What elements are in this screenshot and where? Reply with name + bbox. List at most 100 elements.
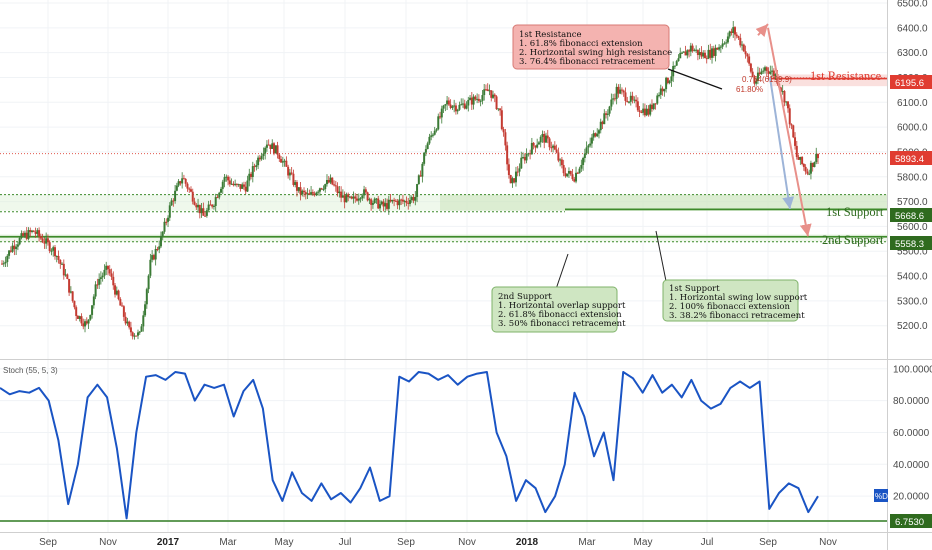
candle-body (686, 50, 689, 56)
candle-body (612, 98, 615, 100)
candle-body (638, 110, 641, 112)
support2-annotation-line3: 3. 50% fibonacci retracement (498, 319, 626, 329)
candle-body (41, 238, 44, 243)
candle-body (467, 99, 470, 106)
candle-body (656, 95, 659, 104)
resistance-annotation-title: 1st Resistance (519, 30, 582, 40)
candle-body (96, 284, 99, 286)
price-tick-label: 6400.0 (897, 23, 928, 34)
candle-body (200, 208, 203, 214)
candle-body (140, 326, 143, 332)
candle-body (250, 173, 253, 177)
candle-body (518, 168, 521, 172)
candle-body (583, 153, 586, 159)
candle-body (779, 87, 782, 92)
candle-body (601, 121, 604, 125)
candle-body (470, 97, 473, 105)
time-axis[interactable]: Sep Nov 2017 Mar May Jul Sep Nov 2018 Mar May Jul Se… (39, 537, 837, 548)
candle-body (522, 156, 525, 158)
candle-body (792, 125, 795, 138)
candle-body (193, 201, 196, 205)
candle-body (18, 237, 21, 245)
candle-body (80, 316, 83, 324)
candle-body (221, 181, 224, 189)
time-tick-label: Nov (819, 537, 837, 548)
candle-body (278, 154, 281, 160)
candle-body (603, 113, 606, 125)
candle-body (218, 192, 221, 198)
candle-body (620, 89, 623, 91)
indicator-axis[interactable]: 100.0000 80.0000 60.0000 40.0000 20.0000 (893, 364, 932, 502)
candle-body (267, 144, 270, 146)
time-tick-label: Sep (39, 537, 57, 548)
candle-body (244, 186, 247, 192)
candle-body (428, 136, 431, 144)
candle-body (75, 307, 78, 316)
candle-body (412, 197, 415, 201)
candle-body (592, 133, 595, 138)
candle-body (172, 200, 175, 202)
candle-body (557, 152, 560, 161)
candle-body (506, 145, 509, 165)
candle-body (308, 193, 311, 195)
indicator-tick-label: 100.0000 (893, 364, 932, 375)
candle-body (735, 34, 738, 37)
candle-body (205, 210, 208, 216)
candle-body (642, 108, 645, 113)
candle-body (560, 159, 563, 166)
candle-body (175, 185, 178, 191)
candle-body (124, 316, 127, 324)
support1-level-label: 1st Support (826, 205, 884, 219)
candle-body (530, 142, 533, 155)
candle-body (396, 200, 399, 206)
candle-body (237, 184, 240, 186)
candle-body (753, 76, 756, 84)
candle-body (209, 204, 212, 206)
candle-body (785, 101, 788, 103)
candle-body (101, 275, 104, 278)
candle-body (106, 265, 109, 270)
candle-body (347, 194, 350, 198)
candle-body (647, 108, 650, 115)
candle-body (262, 153, 265, 157)
candle-body (458, 104, 461, 110)
price-candles (1, 21, 819, 340)
price-tick-label: 5800.0 (897, 172, 928, 183)
candle-body (801, 156, 804, 165)
candle-body (723, 43, 726, 45)
candle-body (477, 98, 480, 101)
current-price-tag: 5893.4 (890, 151, 932, 165)
candle-body (27, 230, 30, 239)
candle-body (2, 263, 5, 265)
candle-body (726, 36, 729, 43)
resistance-annotation-line3: 3. 76.4% fibonacci retracement (519, 57, 655, 67)
candle-body (484, 89, 487, 91)
support2-annotation: 2nd Support 1. Horizontal overlap suppor… (491, 253, 626, 333)
candle-body (149, 259, 152, 276)
candle-body (168, 205, 171, 218)
candle-body (721, 43, 724, 47)
candle-body (635, 99, 638, 102)
candle-body (368, 199, 371, 201)
candle-body (520, 157, 523, 169)
candle-body (454, 105, 457, 112)
candle-body (31, 230, 34, 233)
price-axis[interactable]: 6500.06400.06300.06200.06100.06000.05900… (897, 0, 928, 332)
candle-body (189, 189, 192, 192)
candle-body (617, 86, 620, 94)
candle-body (486, 89, 489, 92)
candle-body (287, 166, 290, 176)
fib-level-label: 0.764(6199.9) (742, 75, 792, 84)
candle-body (546, 135, 549, 139)
upward-arrow (755, 23, 769, 38)
candle-body (303, 190, 306, 193)
candle-body (105, 265, 108, 270)
candle-body (703, 52, 706, 59)
price-tick-label: 5700.0 (897, 197, 928, 208)
candle-body (64, 274, 67, 276)
candle-body (91, 305, 94, 315)
candle-body (186, 183, 189, 189)
candle-body (260, 156, 263, 160)
candle-body (135, 335, 138, 337)
